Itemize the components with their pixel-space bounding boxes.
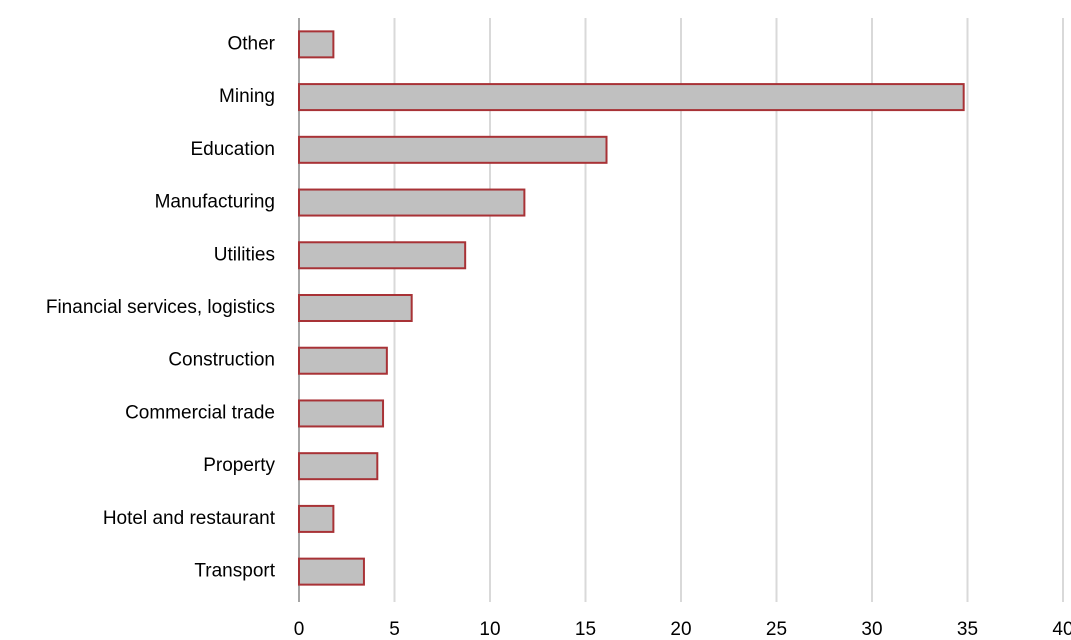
bar: [298, 188, 526, 217]
y-tick-label: Construction: [168, 350, 275, 371]
x-tick-label: 35: [957, 619, 978, 640]
y-tick-label: Commercial trade: [125, 402, 275, 423]
x-tick-label: 20: [670, 619, 691, 640]
y-tick-label: Manufacturing: [155, 192, 275, 213]
bar: [298, 294, 413, 322]
bar: [298, 452, 379, 481]
bar: [298, 504, 335, 533]
x-tick-label: 5: [389, 619, 400, 640]
x-tick-label: 30: [861, 619, 882, 640]
x-tick-label: 25: [766, 619, 787, 640]
x-tick-label: 15: [575, 619, 596, 640]
bar: [298, 83, 965, 112]
y-tick-label: Transport: [194, 561, 275, 582]
y-tick-label: Financial services, logistics: [46, 297, 275, 318]
bar: [298, 399, 385, 428]
y-tick-label: Mining: [219, 86, 275, 107]
x-tick-label: 10: [479, 619, 500, 640]
y-tick-label: Hotel and restaurant: [103, 508, 276, 529]
y-tick-label: Other: [227, 33, 275, 54]
y-tick-label: Property: [203, 455, 275, 476]
y-tick-label: Education: [190, 139, 275, 160]
bar: [298, 30, 335, 59]
bar: [298, 346, 388, 375]
x-tick-label: 0: [294, 619, 305, 640]
y-tick-label: Utilities: [214, 244, 275, 265]
x-tick-label: 40: [1052, 619, 1071, 640]
bar: [298, 241, 467, 270]
bar: [298, 135, 608, 164]
bar: [298, 557, 365, 586]
